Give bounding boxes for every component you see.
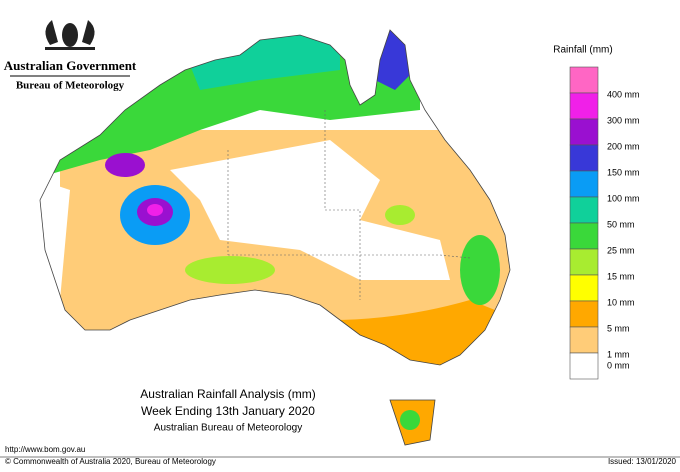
- map-title: Australian Rainfall Analysis (mm): [140, 387, 315, 401]
- legend-swatch: [569, 92, 599, 120]
- legend-label: 25 mm: [607, 245, 635, 255]
- legend-swatch: [569, 352, 599, 380]
- legend-swatch: [569, 326, 599, 354]
- copyright: © Commonwealth of Australia 2020, Bureau…: [5, 457, 216, 466]
- issued: Issued: 13/01/2020: [608, 457, 677, 466]
- legend-label: 400 mm: [607, 89, 640, 99]
- legend-swatch: [569, 66, 599, 94]
- map-source: Australian Bureau of Meteorology: [154, 423, 302, 434]
- legend-label: 15 mm: [607, 271, 635, 281]
- legend-label: 50 mm: [607, 219, 635, 229]
- legend-label: 5 mm: [607, 323, 630, 333]
- legend-swatch: [569, 300, 599, 328]
- legend-label: 200 mm: [607, 141, 640, 151]
- legend-swatch: [569, 170, 599, 198]
- legend-label: 1 mm: [607, 349, 630, 359]
- agency: Bureau of Meteorology: [16, 80, 125, 92]
- legend-label: 10 mm: [607, 297, 635, 307]
- legend-swatch: [569, 248, 599, 276]
- map-subtitle: Week Ending 13th January 2020: [141, 404, 315, 418]
- legend-label: 0 mm: [607, 360, 630, 370]
- legend-title: Rainfall (mm): [553, 45, 612, 56]
- legend-label: 150 mm: [607, 167, 640, 177]
- coat-of-arms: [45, 20, 95, 50]
- legend-swatch: [569, 144, 599, 172]
- legend-label: 100 mm: [607, 193, 640, 203]
- legend-swatch: [569, 274, 599, 302]
- legend-swatch: [569, 118, 599, 146]
- legend-label: 300 mm: [607, 115, 640, 125]
- legend-swatch: [569, 196, 599, 224]
- government: Australian Government: [4, 58, 137, 73]
- legend: 400 mm 300 mm 200 mm 150 mm 100 mm 50 mm 25 mm…: [569, 66, 640, 380]
- legend-swatch: [569, 222, 599, 250]
- url[interactable]: http://www.bom.gov.au: [5, 445, 85, 454]
